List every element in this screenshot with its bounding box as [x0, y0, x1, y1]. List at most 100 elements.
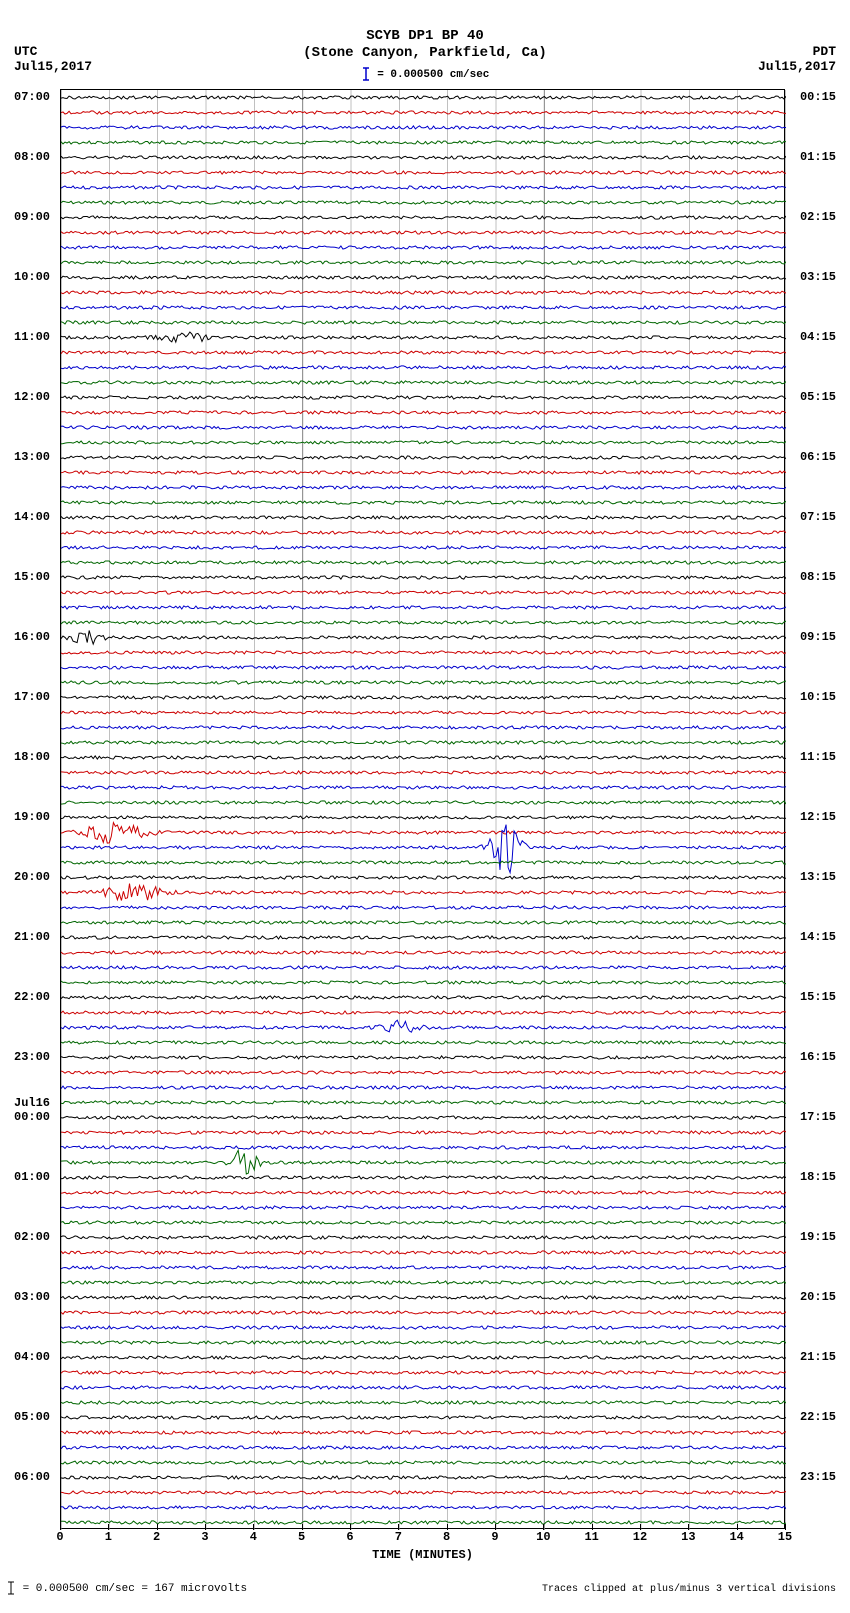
pdt-date: Jul15,2017	[758, 59, 836, 74]
x-tick-label: 6	[346, 1530, 353, 1544]
pdt-hour-label: 20:15	[800, 1290, 836, 1304]
pdt-tz-label: PDT	[758, 44, 836, 59]
footer-right-text: Traces clipped at plus/minus 3 vertical …	[542, 1584, 836, 1595]
tz-left-block: UTC Jul15,2017	[14, 44, 92, 74]
x-tick-label: 3	[201, 1530, 208, 1544]
trace	[61, 471, 786, 474]
trace	[61, 366, 786, 369]
trace	[61, 966, 786, 969]
trace	[61, 651, 786, 654]
trace	[61, 726, 786, 729]
x-tick-label: 2	[153, 1530, 160, 1544]
trace	[61, 1086, 786, 1089]
footer-left: = 0.000500 cm/sec = 167 microvolts	[6, 1581, 247, 1595]
trace	[61, 171, 786, 174]
x-axis: TIME (MINUTES) 0123456789101112131415	[60, 1530, 785, 1570]
utc-hour-label: 10:00	[14, 270, 50, 284]
pdt-hour-label: 14:15	[800, 930, 836, 944]
utc-hour-label: 17:00	[14, 690, 50, 704]
trace	[61, 996, 786, 999]
trace	[61, 261, 786, 264]
pdt-hour-label: 01:15	[800, 150, 836, 164]
trace	[61, 1191, 786, 1194]
trace	[61, 1311, 786, 1314]
scale-text: = 0.000500 cm/sec	[377, 69, 489, 81]
x-tick-label: 14	[729, 1530, 743, 1544]
trace	[61, 666, 786, 669]
trace	[61, 936, 786, 939]
x-tick-label: 10	[536, 1530, 550, 1544]
utc-tz-label: UTC	[14, 44, 92, 59]
x-tick-label: 11	[584, 1530, 598, 1544]
trace	[61, 1221, 786, 1224]
trace	[61, 156, 786, 159]
trace	[61, 186, 786, 189]
x-tick-label: 13	[681, 1530, 695, 1544]
trace	[61, 1101, 786, 1104]
pdt-hour-label: 12:15	[800, 810, 836, 824]
trace	[61, 1020, 786, 1032]
trace	[61, 816, 786, 819]
title-line-1: SCYB DP1 BP 40	[0, 28, 850, 45]
trace	[61, 1281, 786, 1284]
trace	[61, 1476, 786, 1479]
trace	[61, 1461, 786, 1464]
seismogram-plot	[60, 89, 785, 1529]
x-tick-label: 1	[105, 1530, 112, 1544]
pdt-hour-label: 08:15	[800, 570, 836, 584]
trace	[61, 1176, 786, 1179]
pdt-hour-label: 00:15	[800, 90, 836, 104]
trace	[61, 332, 786, 342]
trace	[61, 111, 786, 114]
pdt-hour-label: 23:15	[800, 1470, 836, 1484]
trace	[61, 591, 786, 594]
utc-date: Jul15,2017	[14, 59, 92, 74]
trace	[61, 681, 786, 684]
utc-hour-label: 15:00	[14, 570, 50, 584]
trace	[61, 441, 786, 444]
trace	[61, 1041, 786, 1044]
utc-hour-label: 02:00	[14, 1230, 50, 1244]
utc-hour-label: 00:00	[14, 1110, 50, 1124]
trace	[61, 1296, 786, 1299]
pdt-hour-label: 06:15	[800, 450, 836, 464]
utc-hour-label: 09:00	[14, 210, 50, 224]
trace	[61, 381, 786, 384]
trace	[61, 1131, 786, 1134]
trace	[61, 501, 786, 504]
trace	[61, 426, 786, 429]
trace	[61, 1491, 786, 1494]
seismogram-svg	[61, 90, 786, 1530]
utc-hour-label: 18:00	[14, 750, 50, 764]
trace	[61, 411, 786, 414]
trace	[61, 1251, 786, 1254]
scale-indicator: = 0.000500 cm/sec	[0, 66, 850, 82]
trace	[61, 516, 786, 519]
trace	[61, 576, 786, 579]
utc-hour-label: 03:00	[14, 1290, 50, 1304]
pdt-hour-label: 19:15	[800, 1230, 836, 1244]
trace	[61, 801, 786, 804]
trace	[61, 276, 786, 279]
pdt-hour-label: 16:15	[800, 1050, 836, 1064]
pdt-hour-label: 11:15	[800, 750, 836, 764]
trace	[61, 1356, 786, 1359]
utc-hour-label: 16:00	[14, 630, 50, 644]
trace	[61, 561, 786, 564]
trace	[61, 1266, 786, 1269]
trace	[61, 1011, 786, 1014]
trace	[61, 861, 786, 864]
trace	[61, 1341, 786, 1344]
pdt-hour-label: 17:15	[800, 1110, 836, 1124]
utc-hour-label: 22:00	[14, 990, 50, 1004]
chart-header: SCYB DP1 BP 40 (Stone Canyon, Parkfield,…	[0, 0, 850, 82]
utc-hour-label: 21:00	[14, 930, 50, 944]
pdt-hour-label: 03:15	[800, 270, 836, 284]
utc-hour-label: 20:00	[14, 870, 50, 884]
trace	[61, 921, 786, 924]
trace	[61, 486, 786, 489]
trace	[61, 201, 786, 204]
utc-hour-label: 14:00	[14, 510, 50, 524]
trace	[61, 696, 786, 699]
footer-left-text: = 0.000500 cm/sec = 167 microvolts	[23, 1583, 247, 1595]
